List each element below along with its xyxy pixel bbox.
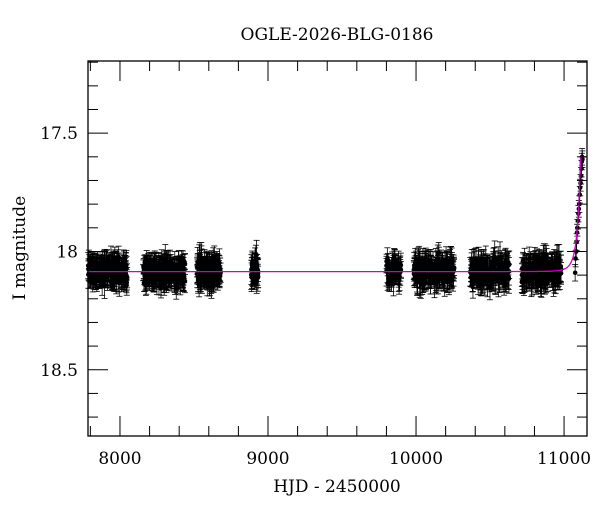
x-axis-label: HJD - 2450000 bbox=[273, 477, 401, 497]
data-point bbox=[481, 274, 486, 279]
data-point bbox=[573, 256, 578, 261]
data-point bbox=[546, 265, 551, 270]
data-point bbox=[580, 156, 585, 162]
data-point bbox=[152, 258, 158, 264]
x-tick-labels: 8000 9000 10000 11000 bbox=[98, 449, 591, 469]
data-point bbox=[384, 258, 389, 264]
data-point bbox=[411, 271, 417, 277]
data-point bbox=[98, 260, 104, 265]
data-point bbox=[483, 266, 489, 271]
chart-title: OGLE-2026-BLG-0186 bbox=[241, 25, 434, 45]
data-point bbox=[252, 259, 258, 264]
data-point bbox=[96, 272, 102, 277]
data-point bbox=[442, 276, 448, 281]
data-point bbox=[178, 272, 184, 277]
data-point bbox=[537, 273, 543, 279]
y-axis-label: I magnitude bbox=[10, 196, 30, 300]
data-point bbox=[435, 279, 441, 284]
x-tick-label: 11000 bbox=[537, 449, 591, 469]
data-point bbox=[551, 281, 556, 286]
x-tick-label: 10000 bbox=[389, 449, 443, 469]
axis-ticks bbox=[88, 61, 587, 436]
data-point bbox=[471, 260, 476, 266]
model-curve bbox=[88, 156, 586, 273]
y-tick-labels: 17.5 18 18.5 bbox=[40, 124, 78, 381]
data-point bbox=[488, 274, 494, 280]
data-point bbox=[495, 262, 501, 267]
data-point bbox=[208, 263, 214, 269]
data-point bbox=[520, 271, 525, 276]
data-point bbox=[499, 273, 504, 278]
data-point bbox=[572, 270, 578, 276]
data-point bbox=[169, 272, 175, 277]
data-point bbox=[506, 276, 512, 281]
data-point bbox=[558, 271, 564, 276]
data-point bbox=[252, 278, 257, 284]
data-point bbox=[207, 277, 213, 282]
data-point bbox=[196, 281, 202, 287]
data-point bbox=[114, 263, 119, 269]
data-point bbox=[416, 271, 422, 276]
data-point bbox=[202, 264, 207, 269]
data-point bbox=[550, 271, 555, 277]
data-point bbox=[477, 272, 483, 278]
data-point bbox=[255, 275, 261, 281]
data-point bbox=[160, 272, 166, 278]
data-point bbox=[162, 277, 168, 283]
data-point bbox=[412, 265, 417, 270]
data-point bbox=[250, 264, 255, 270]
data-point bbox=[182, 261, 188, 267]
data-point bbox=[171, 277, 177, 282]
data-point bbox=[123, 272, 129, 278]
plot-area bbox=[85, 148, 586, 301]
data-point bbox=[181, 275, 187, 281]
data-point bbox=[397, 262, 403, 267]
y-tick-label: 17.5 bbox=[40, 124, 78, 144]
data-point bbox=[444, 264, 450, 269]
data-point bbox=[527, 272, 532, 278]
data-point bbox=[90, 265, 95, 271]
data-point bbox=[157, 270, 162, 275]
data-point bbox=[544, 274, 549, 279]
y-tick-label: 18 bbox=[56, 242, 78, 262]
data-point bbox=[201, 268, 207, 273]
data-point bbox=[115, 275, 121, 280]
data-point bbox=[104, 264, 110, 270]
data-points bbox=[85, 148, 586, 301]
data-point bbox=[420, 271, 425, 277]
x-tick-label: 9000 bbox=[246, 449, 289, 469]
data-point bbox=[111, 277, 116, 283]
data-point bbox=[92, 273, 98, 279]
x-tick-label: 8000 bbox=[98, 449, 141, 469]
data-point bbox=[530, 266, 536, 272]
plot-frame bbox=[87, 60, 588, 437]
data-point bbox=[110, 271, 115, 277]
data-point bbox=[429, 270, 434, 275]
y-tick-label: 18.5 bbox=[40, 361, 78, 381]
data-point bbox=[389, 278, 394, 284]
data-point bbox=[254, 262, 260, 268]
data-point bbox=[123, 264, 128, 270]
